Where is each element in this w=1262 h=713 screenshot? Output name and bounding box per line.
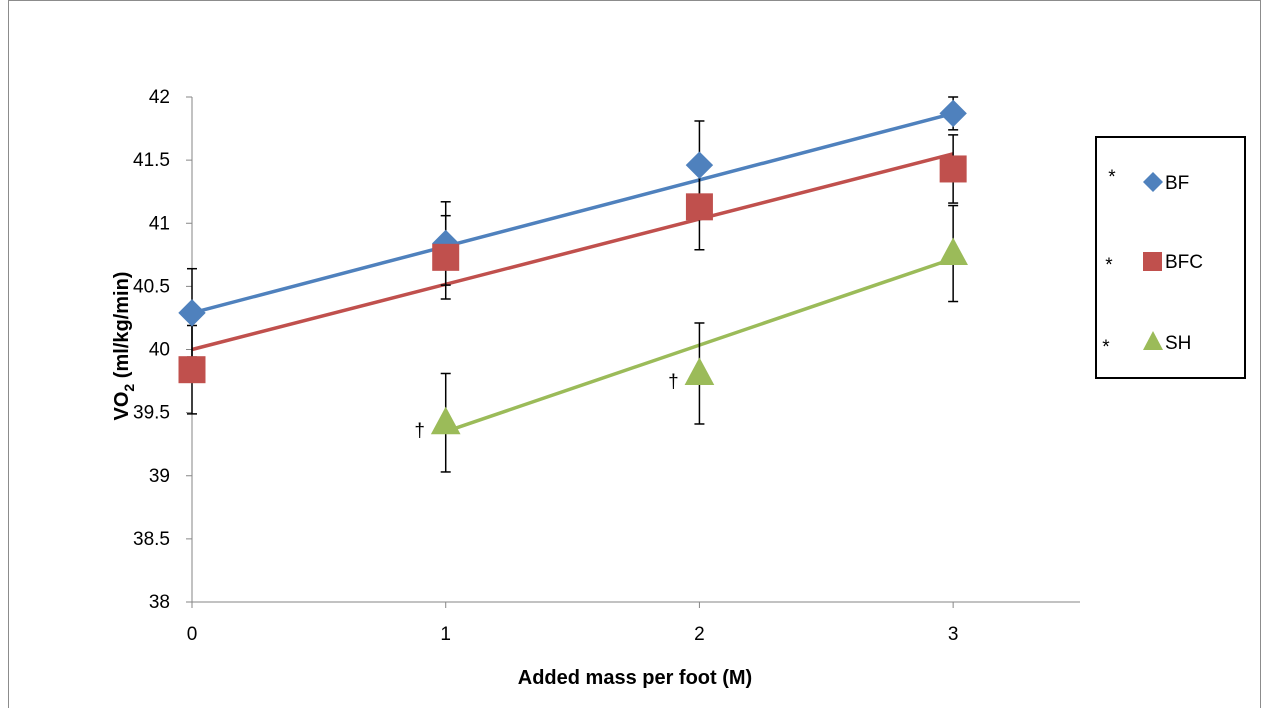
trendline-bf xyxy=(191,111,954,315)
y-tick-label: 39.5 xyxy=(133,403,170,424)
annotations: †† xyxy=(414,371,678,441)
annotation-dagger-sh: † xyxy=(414,421,425,442)
data-point-bfc xyxy=(432,243,460,271)
y-axis-title-main: VO xyxy=(111,392,133,421)
annotation-dagger-sh: † xyxy=(668,371,679,392)
x-tick-label: 3 xyxy=(948,624,959,645)
legend-items: * BF * BFC * SH xyxy=(1102,167,1203,358)
legend-symbol-bfc xyxy=(1143,252,1162,271)
legend-box xyxy=(1095,136,1246,379)
legend: * BF * BFC * SH xyxy=(1095,136,1246,379)
trendline-bfc xyxy=(191,152,954,352)
y-axis-title-subscript: 2 xyxy=(121,384,137,392)
x-tick-label: 2 xyxy=(694,624,705,645)
y-tick-label: 40 xyxy=(149,340,170,361)
y-tick-label: 41 xyxy=(149,213,170,234)
y-tick-label: 40.5 xyxy=(133,276,170,297)
legend-mark-bf: * xyxy=(1108,167,1116,188)
y-axis-title: VO2 (ml/kg/min) xyxy=(111,272,137,421)
legend-label-bfc: BFC xyxy=(1165,252,1203,273)
legend-symbol-bf xyxy=(1143,172,1163,192)
y-tick-label: 38.5 xyxy=(133,529,170,550)
data-point-sh xyxy=(430,406,461,435)
data-point-bfc xyxy=(178,356,206,384)
x-tick-label: 1 xyxy=(440,624,451,645)
axes: 38 38.5 39 39.5 40 40.5 41 41.5 42 0 1 2 3 xyxy=(133,87,1080,645)
legend-symbol-sh xyxy=(1143,331,1163,350)
data-point-bfc xyxy=(939,155,967,183)
y-tick-label: 42 xyxy=(149,87,170,108)
legend-label-bf: BF xyxy=(1165,173,1189,194)
data-point-sh xyxy=(684,357,715,385)
y-axis-title-rest: (ml/kg/min) xyxy=(111,272,133,384)
x-axis-title: Added mass per foot (M) xyxy=(518,667,752,689)
y-tick-label: 41.5 xyxy=(133,150,170,171)
chart-border xyxy=(8,0,1261,713)
legend-mark-sh: * xyxy=(1102,337,1110,358)
data-point-bfc xyxy=(685,193,713,221)
x-tick-label: 0 xyxy=(187,624,198,645)
y-tick-label: 39 xyxy=(149,466,170,487)
markers xyxy=(178,99,968,435)
legend-mark-bfc: * xyxy=(1105,255,1113,276)
data-point-bf xyxy=(178,299,206,327)
data-point-bf xyxy=(939,99,967,128)
data-point-bf xyxy=(685,151,714,179)
data-point-sh xyxy=(938,237,968,266)
y-tick-label: 38 xyxy=(149,592,170,613)
legend-label-sh: SH xyxy=(1165,333,1191,354)
